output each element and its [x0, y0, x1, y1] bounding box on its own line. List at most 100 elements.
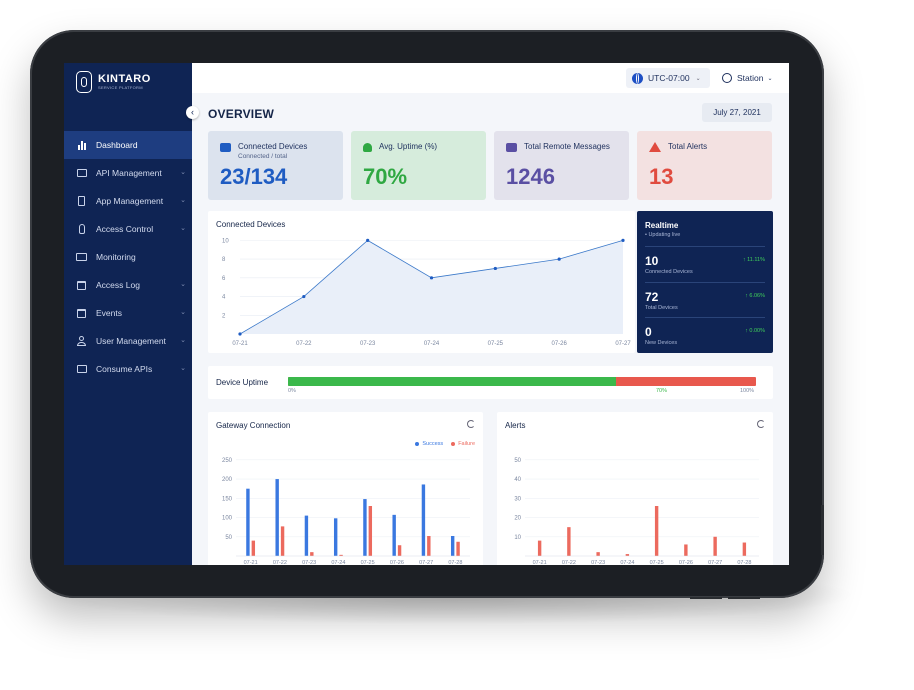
x-tick-label: 07-27 — [708, 560, 722, 565]
chevron-down-icon: ⌄ — [180, 281, 186, 288]
panel-title: Alerts — [505, 421, 526, 430]
sidebar-item-user-management[interactable]: User Management ⌄ — [64, 327, 192, 355]
timezone-select[interactable]: UTC-07:00 ⌄ — [626, 68, 710, 88]
x-tick-label: 07-22 — [562, 560, 576, 565]
stat-card-connected-devices[interactable]: Connected Devices Connected / total 23/1… — [208, 131, 343, 200]
x-tick-label: 07-25 — [650, 560, 664, 565]
realtime-change: ↑ 6.06% — [745, 293, 765, 299]
sidebar-item-api-management[interactable]: API Management ⌄ — [64, 159, 192, 187]
bar — [304, 515, 309, 556]
chevron-down-icon: ⌄ — [180, 309, 186, 316]
bar — [456, 541, 460, 556]
stat-title: Total Alerts — [668, 142, 708, 151]
brand-subtitle: SERVICE PLATFORM — [98, 85, 143, 90]
x-tick-label: 07-21 — [533, 560, 547, 565]
data-point — [302, 294, 306, 299]
connected-devices-chart: 2 4 6 8 10 07-21 07-22 07-23 07-24 07-25 07-26 07-2… — [222, 238, 631, 347]
data-point — [238, 332, 242, 336]
stat-card-total-alerts[interactable]: Total Alerts 13 — [637, 131, 772, 200]
sidebar-item-monitoring[interactable]: Monitoring — [64, 243, 192, 271]
phone-icon — [76, 196, 87, 207]
x-tick-label: 07-21 — [232, 341, 248, 347]
brand[interactable]: KINTARO SERVICE PLATFORM — [76, 71, 151, 93]
gateway-connection-chart: 50 100 150 200 250 07-21 07-22 07-23 07-24 07-25 0… — [222, 458, 470, 565]
sidebar-item-consume-apis[interactable]: Consume APIs ⌄ — [64, 355, 192, 383]
legend-item[interactable]: Failure — [451, 441, 475, 447]
stat-value: 70% — [363, 164, 408, 189]
stat-value: 1246 — [506, 164, 555, 189]
stat-card-remote-messages[interactable]: Total Remote Messages 1246 — [494, 131, 629, 200]
sidebar-item-access-control[interactable]: Access Control ⌄ — [64, 215, 192, 243]
bar — [251, 540, 256, 556]
x-tick-label: 07-26 — [551, 341, 567, 347]
y-tick-label: 200 — [222, 477, 233, 483]
y-tick-label: 250 — [222, 458, 233, 464]
realtime-title: Realtime — [645, 221, 679, 230]
realtime-change: ↑ 0.00% — [745, 328, 765, 334]
y-tick-label: 100 — [222, 516, 233, 522]
uptime-progress-bar — [288, 377, 756, 386]
x-tick-label: 07-25 — [488, 341, 504, 347]
user-icon — [76, 336, 87, 347]
user-menu[interactable]: Station ⌄ — [722, 68, 773, 88]
user-name: Station — [737, 73, 764, 83]
chevron-down-icon: ⌄ — [180, 169, 186, 176]
x-tick-label: 07-23 — [591, 560, 605, 565]
bar — [363, 499, 367, 556]
main-content: OVERVIEW July 27, 2021 Connected Devices… — [192, 93, 789, 565]
tablet-volume-button — [728, 597, 760, 599]
refresh-icon[interactable] — [467, 420, 475, 428]
bar — [246, 488, 250, 556]
user-circle-icon — [722, 73, 732, 83]
sidebar-item-app-management[interactable]: App Management ⌄ — [64, 187, 192, 215]
sidebar-item-label: Access Control — [96, 224, 154, 234]
x-tick-label: 07-24 — [331, 560, 345, 565]
chevron-down-icon: ⌄ — [180, 225, 186, 232]
sidebar-item-access-log[interactable]: Access Log ⌄ — [64, 271, 192, 299]
monitor-icon — [76, 252, 87, 263]
legend-item[interactable]: Success — [415, 441, 443, 447]
stat-title: Connected Devices — [238, 142, 308, 151]
sidebar-item-dashboard[interactable]: Dashboard — [64, 131, 192, 159]
x-tick-label: 07-22 — [296, 341, 312, 347]
realtime-label: New Devices — [645, 340, 678, 346]
bar — [625, 554, 630, 556]
sidebar-item-label: Access Log — [96, 280, 140, 290]
y-tick-label: 50 — [225, 535, 232, 541]
timezone-value: UTC-07:00 — [648, 73, 690, 83]
bar — [275, 479, 279, 556]
bar — [567, 527, 571, 556]
y-tick-label: 20 — [514, 516, 521, 522]
y-tick-label: 50 — [514, 458, 521, 464]
stat-card-avg-uptime[interactable]: Avg. Uptime (%) 70% — [351, 131, 486, 200]
data-point — [366, 238, 370, 242]
chart-legend: Success Failure — [415, 441, 475, 447]
calendar-icon — [76, 280, 87, 291]
y-tick-label: 40 — [514, 477, 521, 483]
area-fill — [240, 240, 623, 334]
date-picker[interactable]: July 27, 2021 — [702, 103, 772, 122]
collapse-sidebar-button[interactable]: ‹ — [186, 106, 199, 119]
chevron-down-icon: ⌄ — [180, 337, 186, 344]
sidebar-nav: Dashboard API Management ⌄ App Management ⌄ A… — [64, 131, 192, 383]
bar — [397, 545, 402, 556]
sidebar-item-label: User Management — [96, 336, 166, 346]
sidebar-item-label: API Management — [96, 168, 162, 178]
api-icon — [76, 168, 87, 179]
refresh-icon[interactable] — [757, 420, 765, 428]
bar — [368, 506, 373, 556]
panel-title: Device Uptime — [216, 378, 269, 387]
realtime-value: 10 — [645, 254, 659, 268]
api-icon — [76, 364, 87, 375]
data-point — [493, 266, 497, 271]
x-tick-label: 07-24 — [620, 560, 634, 565]
x-tick-label: 07-26 — [679, 560, 693, 565]
stat-value: 23/134 — [220, 164, 288, 189]
page-title: OVERVIEW — [208, 107, 275, 121]
realtime-change: ↑ 11.11% — [742, 257, 765, 263]
sidebar-item-events[interactable]: Events ⌄ — [64, 299, 192, 327]
stat-title: Total Remote Messages — [524, 142, 610, 151]
x-tick-label: 07-25 — [361, 560, 375, 565]
realtime-panel: Realtime • Updating live 10 Connected De… — [637, 211, 773, 353]
x-tick-label: 07-22 — [273, 560, 287, 565]
